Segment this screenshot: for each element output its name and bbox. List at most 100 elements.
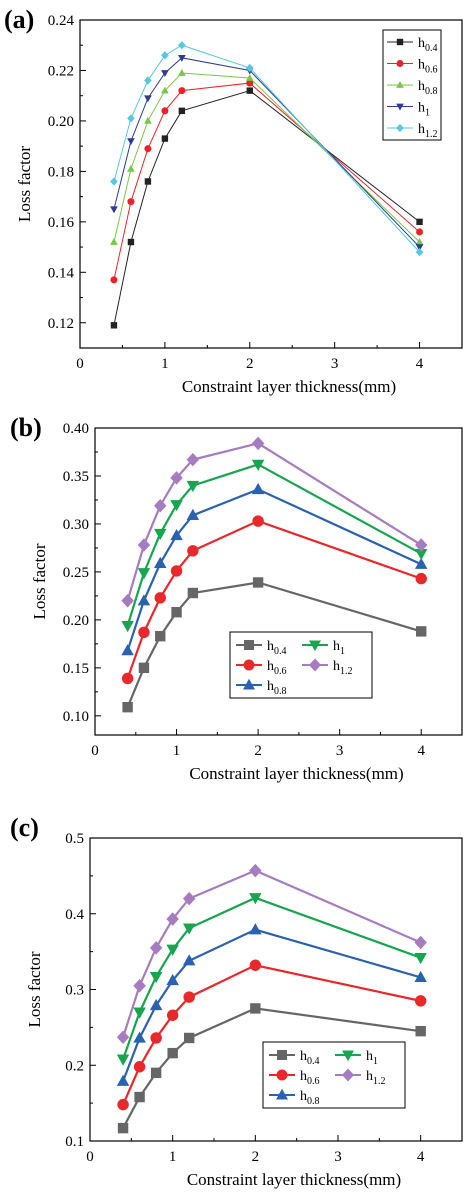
legend-entry: h1.2 xyxy=(335,1068,386,1087)
data-point xyxy=(134,1091,145,1103)
data-point xyxy=(127,238,135,246)
legend-entry: h1.2 xyxy=(302,658,353,677)
data-point xyxy=(144,95,152,103)
data-point xyxy=(182,923,196,935)
y-tick-label: 0.12 xyxy=(48,316,74,332)
legend-entry: h0.6 xyxy=(387,58,438,76)
y-tick-label: 0.4 xyxy=(65,907,84,923)
data-point xyxy=(414,557,428,569)
legend: h0.4 h0.6 h0.8 h1 h1.2 xyxy=(229,631,373,699)
data-point xyxy=(414,995,427,1007)
series-line xyxy=(113,90,420,326)
legend-label: h1.2 xyxy=(418,122,438,140)
x-tick-label: 1 xyxy=(173,743,181,759)
legend-marker xyxy=(396,38,404,46)
data-point xyxy=(127,198,135,206)
data-point xyxy=(121,620,134,633)
series-h-0.6 xyxy=(110,79,424,284)
data-point xyxy=(161,51,169,60)
y-axis-title: Loss factor xyxy=(25,951,44,1027)
data-point xyxy=(144,116,152,124)
data-point xyxy=(122,701,133,713)
series-line xyxy=(113,82,420,280)
legend-label: h1.2 xyxy=(333,659,353,677)
data-point xyxy=(187,545,199,557)
series-h-1 xyxy=(110,54,424,252)
data-point xyxy=(184,1032,195,1044)
legend-label: h0.4 xyxy=(267,639,287,657)
data-point xyxy=(144,76,152,85)
legend-marker xyxy=(342,1050,354,1062)
x-tick-label: 3 xyxy=(334,1149,342,1165)
data-point xyxy=(133,978,146,993)
legend-label: h1 xyxy=(418,101,430,119)
x-tick-label: 2 xyxy=(254,743,262,759)
data-point xyxy=(121,672,134,685)
y-tick-label: 0.5 xyxy=(65,831,84,847)
data-point xyxy=(161,135,169,142)
legend-label: h1 xyxy=(333,639,345,657)
data-point xyxy=(137,538,151,552)
series-line xyxy=(122,869,422,1038)
data-point xyxy=(154,498,167,513)
x-tick-label: 1 xyxy=(161,356,169,372)
data-point xyxy=(416,218,423,226)
data-point xyxy=(249,959,262,971)
series-h-1.2 xyxy=(116,863,427,1044)
legend-entry: h1 xyxy=(387,101,430,119)
data-point xyxy=(416,228,424,236)
y-tick-label: 0.1 xyxy=(65,1134,84,1150)
x-tick-label: 1 xyxy=(169,1149,177,1165)
data-point xyxy=(166,944,179,956)
data-point xyxy=(133,1061,146,1073)
legend-marker xyxy=(396,59,404,68)
legend-marker xyxy=(396,103,404,111)
series-h-0.6 xyxy=(121,515,427,685)
series-h-0.4 xyxy=(110,87,423,329)
data-point xyxy=(110,177,118,186)
legend-marker xyxy=(276,1069,288,1081)
data-point xyxy=(133,1007,146,1019)
chart-panel-1: (b) 0 1 2 3 4 0.10 0.15 0.20 0.25 0.30 0.35 0.40 Cons… xyxy=(10,413,463,783)
data-point xyxy=(186,452,200,467)
data-point xyxy=(121,593,134,608)
legend-marker xyxy=(309,658,321,672)
legend-entry: h1.2 xyxy=(387,122,438,140)
data-point xyxy=(171,607,182,618)
panel-label: (a) xyxy=(4,5,34,34)
data-point xyxy=(127,138,135,146)
data-point xyxy=(149,941,163,955)
y-axis-title: Loss factor xyxy=(15,146,34,222)
x-tick-label: 0 xyxy=(76,356,84,372)
legend-marker xyxy=(309,640,321,652)
data-point xyxy=(415,247,424,257)
legend-marker xyxy=(276,1088,288,1100)
legend-label: h1.2 xyxy=(366,1069,386,1087)
legend-marker xyxy=(277,1050,287,1060)
data-point xyxy=(415,572,427,585)
legend: h0.4 h0.6 h0.8 h1 h1.2 xyxy=(382,29,442,141)
data-point xyxy=(144,145,152,153)
data-point xyxy=(415,238,424,245)
x-tick-label: 2 xyxy=(246,356,254,372)
data-point xyxy=(161,86,169,94)
chart-panel-0: (a) 0 1 2 3 4 0.12 0.14 0.16 0.18 0.20 0.22 0.24 Cons… xyxy=(4,5,463,396)
x-tick-label: 4 xyxy=(417,1149,425,1165)
series-h-0.4 xyxy=(122,577,427,713)
y-tick-label: 0.24 xyxy=(48,13,75,29)
data-point xyxy=(414,953,427,965)
data-point xyxy=(249,923,262,935)
data-point xyxy=(170,500,183,512)
data-point xyxy=(178,54,186,62)
legend-marker xyxy=(244,640,254,650)
y-tick-label: 0.2 xyxy=(65,1058,84,1074)
legend-label: h0.8 xyxy=(300,1089,320,1107)
y-tick-label: 0.25 xyxy=(63,565,89,581)
series-h-1 xyxy=(121,459,428,633)
legend-entry: h0.4 xyxy=(236,639,287,657)
data-point xyxy=(246,87,253,94)
data-point xyxy=(252,515,264,527)
y-tick-label: 0.30 xyxy=(63,517,89,533)
series-h-0.6 xyxy=(117,959,427,1111)
y-tick-label: 0.35 xyxy=(63,469,89,485)
